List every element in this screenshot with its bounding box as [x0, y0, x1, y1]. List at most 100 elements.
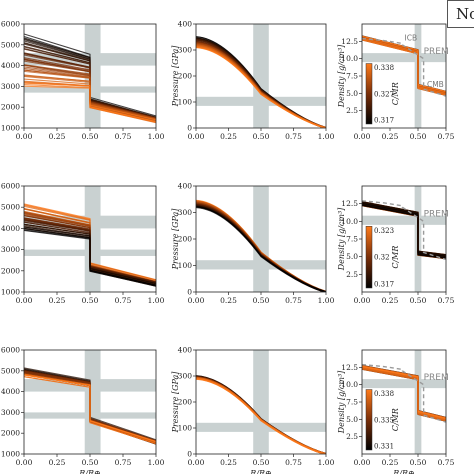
x-tick-label: 0.00 — [188, 458, 205, 467]
constraint-band-0 — [362, 379, 446, 389]
x-tick-label: 0.75 — [438, 132, 455, 141]
x-tick-label: 0.00 — [16, 296, 33, 305]
core-radius-band — [253, 24, 269, 128]
y-axis-label: Pressure [GPa] — [171, 371, 180, 434]
x-tick-label: 0.00 — [354, 458, 371, 467]
panel-r2-temp: 0.00 0.25 0.50 0.75 1.00 1000 2000 3000 4000 5000… — [1, 182, 165, 306]
x-tick-label: 0.50 — [253, 132, 270, 141]
ensemble-curve — [362, 35, 446, 93]
panel-r3-dens: 0.00 0.25 0.50 0.75 2.5 5.0 7.5 10.0 12.5 R/R⊕ Den… — [337, 349, 455, 474]
annotation-icb: ICB — [405, 34, 418, 43]
constraint-band-0 — [196, 260, 326, 270]
plot-area-r2-temp — [24, 186, 156, 292]
y-axis-label: Density [g/cm³] — [337, 370, 346, 434]
x-tick-label: 0.75 — [115, 296, 132, 305]
y-axis-label: Density [g/cm³] — [337, 207, 346, 271]
x-tick-label: 0.50 — [410, 132, 427, 141]
panel-r1-pres: 0.00 0.25 0.50 0.75 1.00 0 100 200 300 400 Pressur… — [171, 20, 335, 142]
x-tick-label: 0.50 — [82, 296, 99, 305]
ensemble-curve — [196, 378, 326, 454]
ensemble-curve — [196, 206, 326, 292]
ensemble-curve — [24, 229, 156, 286]
y-tick-label: 2.5 — [346, 106, 358, 115]
colorbar-tick-label: 0.317 — [374, 117, 394, 125]
y-tick-label: 1000 — [1, 124, 20, 133]
x-tick-label: 0.75 — [438, 296, 455, 305]
colorbar-tick-label: 0.317 — [374, 281, 394, 289]
y-tick-label: 200 — [178, 235, 193, 244]
x-tick-label: 0.75 — [115, 458, 132, 467]
x-tick-label: 0.25 — [49, 458, 66, 467]
x-tick-label: 0.25 — [382, 132, 399, 141]
y-tick-label: 100 — [178, 261, 193, 270]
panel-r2-pres: 0.00 0.25 0.50 0.75 1.00 0 100 200 300 400 Pressur… — [171, 182, 335, 306]
y-tick-label: 400 — [178, 182, 193, 191]
y-tick-label: 4000 — [1, 224, 20, 233]
x-tick-label: 0.00 — [16, 458, 33, 467]
y-axis-label: Pressure [GPa] — [171, 208, 180, 271]
y-tick-label: 1000 — [1, 450, 20, 459]
axes-frame — [361, 349, 447, 455]
x-tick-label: 0.25 — [382, 458, 399, 467]
y-tick-label: 12.5 — [341, 363, 358, 372]
plot-area-r3-temp — [24, 350, 156, 454]
colorbar-tick-label: 0.32 — [374, 254, 390, 262]
y-tick-label: 400 — [178, 20, 193, 29]
x-tick-label: 0.25 — [220, 296, 237, 305]
annotation-prem: PREM — [424, 47, 449, 57]
core-radius-band — [253, 350, 269, 454]
y-tick-label: 300 — [178, 208, 193, 217]
x-tick-label: 0.75 — [285, 458, 302, 467]
panel-r3-temp: 0.00 0.25 0.50 0.75 1.00 1000 2000 3000 4000 5000… — [1, 346, 165, 474]
x-tick-label: 0.25 — [49, 132, 66, 141]
x-tick-label: 1.00 — [318, 458, 335, 467]
colorbar-label: C/MR — [391, 408, 400, 431]
plot-area-r1-pres — [196, 24, 326, 128]
x-tick-label: 1.00 — [148, 296, 165, 305]
y-tick-label: 300 — [178, 46, 193, 55]
y-tick-label: 100 — [178, 98, 193, 107]
x-tick-label: 1.00 — [148, 458, 165, 467]
panel-r1-temp: 0.00 0.25 0.50 0.75 1.00 1000 2000 3000 4000 5000… — [1, 20, 165, 142]
y-tick-label: 5.0 — [346, 415, 358, 424]
panel-r1-dens: 0.00 0.25 0.50 0.75 2.5 5.0 7.5 10.0 12.5Density… — [337, 23, 455, 141]
y-tick-label: 3000 — [1, 408, 20, 417]
ensemble-curve — [196, 46, 326, 128]
y-tick-label: 2.5 — [346, 432, 358, 441]
x-tick-label: 0.75 — [438, 458, 455, 467]
x-tick-label: 0.50 — [253, 458, 270, 467]
x-tick-label: 1.00 — [148, 132, 165, 141]
plot-area-r1-dens — [362, 24, 446, 128]
x-tick-label: 1.00 — [318, 296, 335, 305]
y-tick-label: 300 — [178, 372, 193, 381]
y-tick-label: 200 — [178, 398, 193, 407]
y-tick-label: 1000 — [1, 288, 20, 297]
x-tick-label: 0.00 — [354, 132, 371, 141]
x-tick-label: 0.00 — [188, 296, 205, 305]
x-tick-label: 0.75 — [115, 132, 132, 141]
x-tick-label: 0.00 — [16, 132, 33, 141]
y-tick-label: 0 — [187, 288, 192, 297]
y-tick-label: 5000 — [1, 366, 20, 375]
x-tick-label: 0.50 — [410, 458, 427, 467]
y-tick-label: 7.5 — [346, 72, 358, 81]
colorbar — [365, 389, 373, 451]
x-tick-label: 0.25 — [220, 458, 237, 467]
y-tick-label: 5000 — [1, 40, 20, 49]
y-tick-label: 5.0 — [346, 89, 358, 98]
x-tick-label: 1.00 — [318, 132, 335, 141]
colorbar-tick-label: 0.323 — [374, 227, 394, 235]
constraint-band-0 — [196, 96, 326, 106]
colorbar-tick-label: 0.327 — [374, 90, 394, 98]
y-axis-label: Density [g/cm³] — [337, 44, 346, 108]
x-tick-label: 0.25 — [382, 296, 399, 305]
plot-area-r2-pres — [196, 186, 326, 292]
constraint-band-0 — [362, 215, 446, 225]
y-tick-label: 12.5 — [341, 199, 358, 208]
y-tick-label: 7.5 — [346, 235, 358, 244]
y-tick-label: 400 — [178, 346, 193, 355]
y-tick-label: 7.5 — [346, 398, 358, 407]
colorbar-tick-label: 0.335 — [374, 416, 394, 424]
y-tick-label: 100 — [178, 424, 193, 433]
y-tick-label: 5000 — [1, 203, 20, 212]
